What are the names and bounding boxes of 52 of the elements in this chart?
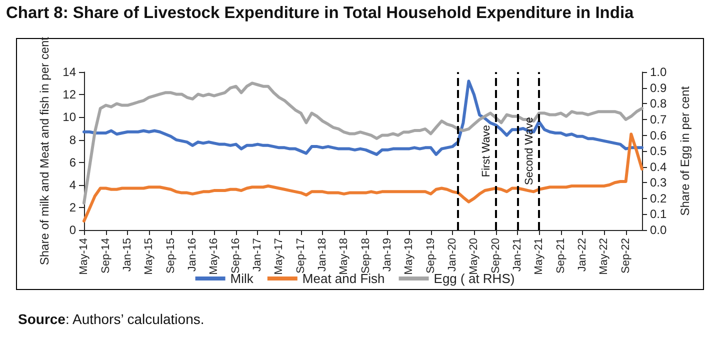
y2-tick-label: 0.4: [650, 160, 668, 174]
x-tick-label: May-17: [273, 238, 286, 275]
x-tick-label: May-18: [338, 238, 350, 275]
x-tick-label: May-22: [598, 238, 610, 275]
y-tick-label: 8: [69, 132, 76, 147]
x-tick-label: May-15: [142, 238, 155, 275]
y-tick-label: 12: [62, 88, 76, 102]
source-note: Source: Authors’ calculations.: [18, 311, 204, 327]
x-tick-label: Sep-14: [100, 238, 112, 274]
x-tick-label: May-16: [208, 238, 220, 275]
x-tick-label: Jan-16: [186, 238, 199, 272]
y2-tick-label: 0.3: [650, 176, 668, 190]
x-tick-label: May-19: [402, 238, 415, 275]
x-tick-label: Sep-19: [424, 238, 437, 274]
x-tick-label: Jan-15: [122, 238, 134, 272]
x-tick-label: Jan-20: [446, 238, 458, 272]
x-tick-label: May-14: [78, 238, 90, 275]
y-tick-label: 6: [69, 155, 76, 170]
x-tick-label: Sep-15: [164, 238, 177, 274]
chart-title: Chart 8: Share of Livestock Expenditure in Total Household Expenditure in India: [6, 4, 634, 23]
y2-tick-label: 1.0: [650, 65, 668, 80]
x-tick-label: Jan-17: [252, 238, 264, 272]
y-axis-title: Share of milk and Meat and fish in per cent: [37, 36, 52, 266]
x-tick-label: Jan-21: [512, 238, 524, 272]
y2-tick-label: 0.9: [650, 80, 668, 95]
y2-axis-title: Share of Egg in per cent: [678, 86, 692, 216]
y2-tick-label: 0.8: [650, 96, 668, 111]
x-tick-label: Jan-19: [382, 238, 394, 272]
x-tick-label: Jan-22: [576, 238, 589, 272]
x-tick-label: Sep-16: [230, 238, 242, 274]
x-tick-label: Sep-22: [620, 238, 632, 274]
x-tick-label: Sep-18: [360, 238, 372, 274]
y2-tick-label: 0.7: [650, 112, 668, 126]
y2-tick-label: 0.1: [650, 207, 668, 222]
ref-line-label: Second Wave: [523, 117, 536, 186]
y2-tick-label: 0.6: [650, 128, 668, 142]
x-tick-label: May-21: [532, 238, 545, 275]
y-tick-label: 10: [62, 110, 76, 124]
line-series: [82, 82, 644, 205]
x-tick-label: Sep-17: [294, 238, 307, 274]
y-tick-label: 4: [69, 178, 76, 192]
y2-tick-label: 0.2: [650, 191, 668, 206]
ref-line-label: First Wave: [480, 124, 492, 178]
y2-tick-label: 0.5: [650, 144, 668, 158]
x-tick-label: May-20: [468, 238, 480, 275]
x-tick-label: Sep-21: [554, 238, 567, 274]
y-tick-label: 2: [69, 200, 76, 214]
y-tick-label: 0: [69, 223, 76, 237]
y-tick-label: 14: [62, 65, 76, 80]
y2-tick-label: 0.0: [650, 223, 668, 237]
x-tick-label: Sep-20: [490, 238, 502, 274]
x-tick-label: Jan-18: [316, 238, 329, 272]
